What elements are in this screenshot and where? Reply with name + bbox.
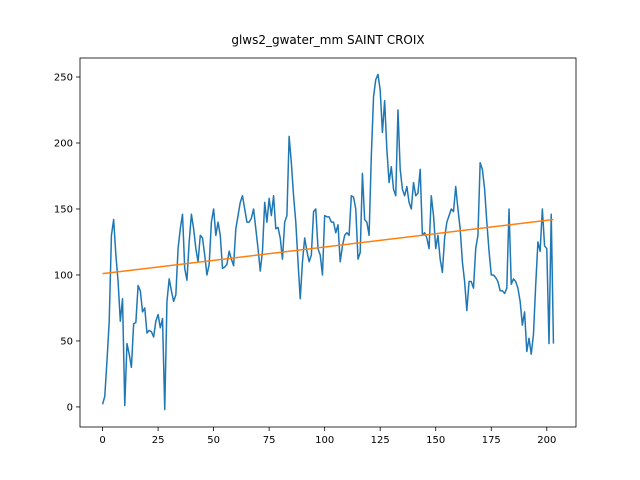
x-tick-label: 175	[482, 435, 501, 446]
x-tick-label: 50	[207, 435, 220, 446]
x-tick-label: 200	[537, 435, 556, 446]
y-tick-label: 250	[54, 73, 73, 84]
x-tick-label: 150	[426, 435, 445, 446]
y-tick-label: 50	[60, 336, 73, 347]
axes-frame	[79, 57, 577, 428]
x-tick-label: 25	[152, 435, 165, 446]
y-tick-label: 100	[54, 270, 73, 281]
x-tick-label: 75	[263, 435, 276, 446]
x-tick-label: 100	[315, 435, 334, 446]
y-tick-label: 150	[54, 204, 73, 215]
data-line	[102, 218, 554, 275]
plot-area: 0 25 50 75 100 125 150 175 200 0 50 100 150 200 250	[54, 73, 556, 446]
data-line	[101, 73, 555, 411]
y-tick-label: 200	[54, 138, 73, 149]
x-tick-label: 0	[99, 435, 105, 446]
x-tick-label: 125	[371, 435, 390, 446]
y-tick-label: 0	[67, 402, 73, 413]
chart-title: glws2_gwater_mm SAINT CROIX	[231, 33, 424, 47]
